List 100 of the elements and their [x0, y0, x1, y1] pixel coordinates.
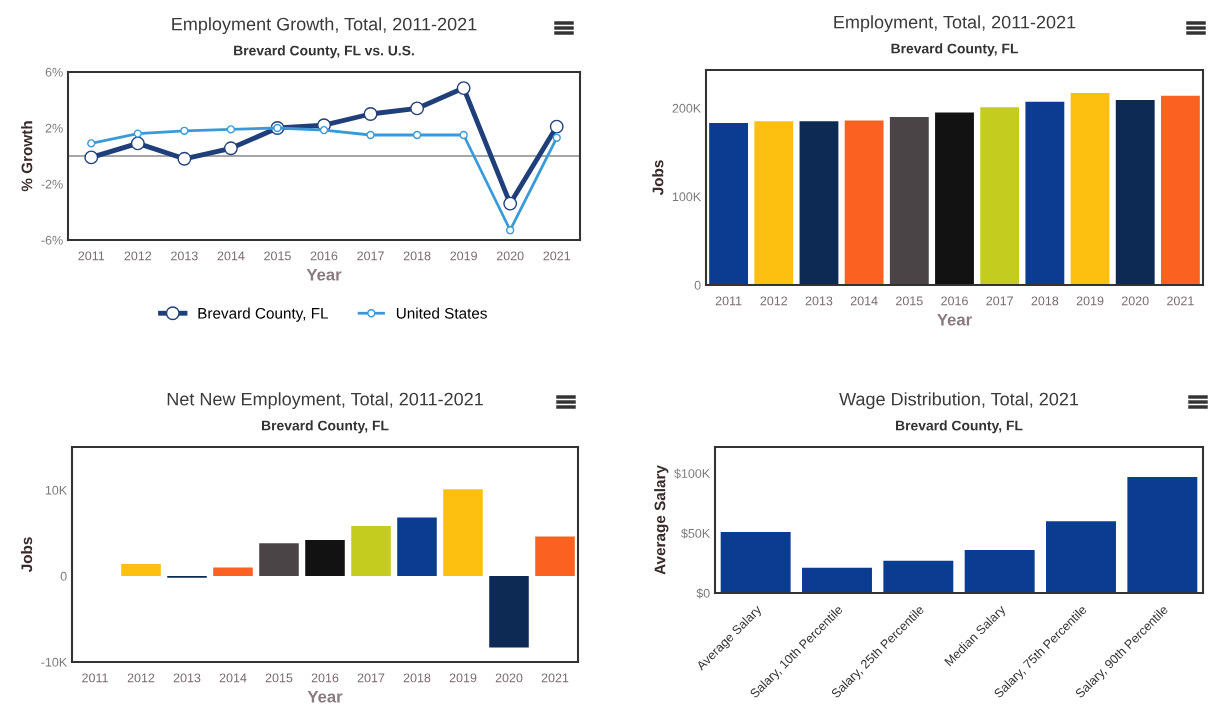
x-tick-label: 2017 — [357, 673, 385, 683]
bar — [489, 576, 529, 648]
x-tick-label: 2013 — [805, 296, 833, 306]
x-tick-label: 2020 — [495, 673, 523, 683]
x-tick-label: 2013 — [171, 251, 198, 261]
y-tick-label: 6% — [45, 67, 63, 77]
bar — [799, 121, 839, 285]
y-tick-label: $0 — [696, 588, 710, 599]
point — [84, 150, 99, 165]
x-tick-label: 2018 — [1031, 296, 1059, 306]
x-axis-title: Year — [306, 268, 342, 281]
point — [87, 139, 96, 148]
x-tick-label: 2020 — [1121, 296, 1149, 306]
x-tick-label: 2012 — [127, 673, 155, 683]
chart-title: Employment, Total, 2011-2021 — [834, 15, 1076, 33]
point — [456, 81, 471, 96]
x-axis-title: Year — [307, 690, 343, 703]
x-tick-label: 2019 — [449, 673, 477, 683]
x-tick-label: 2021 — [543, 251, 571, 261]
legend-label: Brevard County, FL — [198, 307, 329, 322]
y-tick-label: -10K — [41, 657, 67, 667]
chart-title: Wage Distribution, Total, 2021 — [839, 392, 1079, 410]
x-tick-label: 2014 — [219, 673, 247, 683]
x-tick-label: 2011 — [715, 296, 742, 306]
point — [180, 126, 189, 135]
bar — [720, 531, 791, 593]
bar — [802, 567, 872, 593]
x-tick-label: 2013 — [173, 673, 201, 683]
bar — [935, 112, 974, 285]
x-tick-label: 2019 — [450, 251, 477, 261]
bar — [883, 560, 954, 593]
y-tick-label: $100K — [674, 468, 710, 479]
x-tick-label: 2012 — [760, 296, 788, 306]
y-tick-label: $50K — [681, 528, 710, 539]
chart-subtitle: Brevard County, FL vs. U.S. — [234, 45, 414, 59]
x-tick-label: 2015 — [264, 251, 291, 261]
y-tick-label: 0 — [60, 571, 67, 581]
x-tick-label: 2019 — [1076, 296, 1104, 306]
point — [177, 151, 192, 166]
x-tick-label: 2016 — [310, 251, 338, 261]
bar — [844, 120, 884, 285]
bar — [443, 489, 483, 576]
chart-subtitle: Brevard County, FL — [262, 420, 389, 434]
x-tick-label: 2018 — [403, 673, 431, 683]
point — [410, 101, 425, 116]
x-tick-label: 2021 — [541, 673, 569, 683]
legend-label: United States — [396, 307, 487, 319]
point — [412, 130, 422, 140]
y-tick-label: 2% — [45, 123, 63, 133]
y-tick-label: 200K — [672, 103, 701, 113]
point — [133, 129, 142, 138]
bar — [305, 539, 345, 576]
x-tick-label: 2016 — [311, 673, 339, 683]
point — [366, 130, 375, 140]
x-tick-label: 2011 — [78, 251, 105, 261]
y-tick-label: -6% — [41, 235, 63, 245]
x-tick-label: 2020 — [496, 251, 524, 261]
point — [363, 107, 378, 121]
bar — [397, 517, 437, 576]
x-tick-label: 2014 — [217, 251, 245, 261]
bar — [1160, 95, 1200, 285]
chart-subtitle: Brevard County, FL — [896, 420, 1023, 434]
bar — [1127, 476, 1198, 593]
bar — [1025, 101, 1065, 285]
x-tick-label: 2014 — [850, 296, 878, 306]
bar — [754, 121, 794, 285]
x-tick-label: 2017 — [357, 251, 384, 261]
chart-title: Net New Employment, Total, 2011-2021 — [167, 392, 483, 410]
point — [549, 119, 564, 134]
bar — [351, 526, 391, 576]
point — [226, 125, 236, 134]
bar — [980, 107, 1020, 285]
y-tick-label: -2% — [41, 179, 63, 189]
x-tick-label: 2012 — [124, 251, 152, 261]
y-tick-label: 100K — [672, 192, 701, 202]
x-tick-label: 2016 — [941, 296, 968, 306]
y-axis-title: Jobs — [20, 537, 33, 573]
x-tick-label: 2015 — [896, 296, 923, 306]
bar — [213, 567, 253, 576]
chart-title: Employment Growth, Total, 2011-2021 — [172, 17, 477, 35]
y-axis-title: % Growth — [21, 121, 33, 192]
bar — [535, 536, 575, 576]
point — [319, 125, 329, 135]
bar — [889, 116, 929, 285]
point — [223, 141, 238, 156]
point — [503, 196, 518, 211]
y-tick-label: 0 — [694, 280, 701, 290]
point — [506, 226, 515, 235]
x-tick-label: 2018 — [403, 251, 431, 261]
bar — [121, 563, 161, 576]
bar — [1046, 521, 1116, 593]
point — [130, 136, 145, 151]
bar — [1070, 93, 1110, 285]
x-tick-label: 2021 — [1167, 296, 1194, 306]
point — [552, 133, 561, 142]
bar — [709, 123, 749, 285]
chart-subtitle: Brevard County, FL — [891, 43, 1018, 57]
y-axis-title: Average Salary — [654, 465, 669, 575]
point — [459, 130, 468, 140]
bar — [1115, 100, 1155, 285]
